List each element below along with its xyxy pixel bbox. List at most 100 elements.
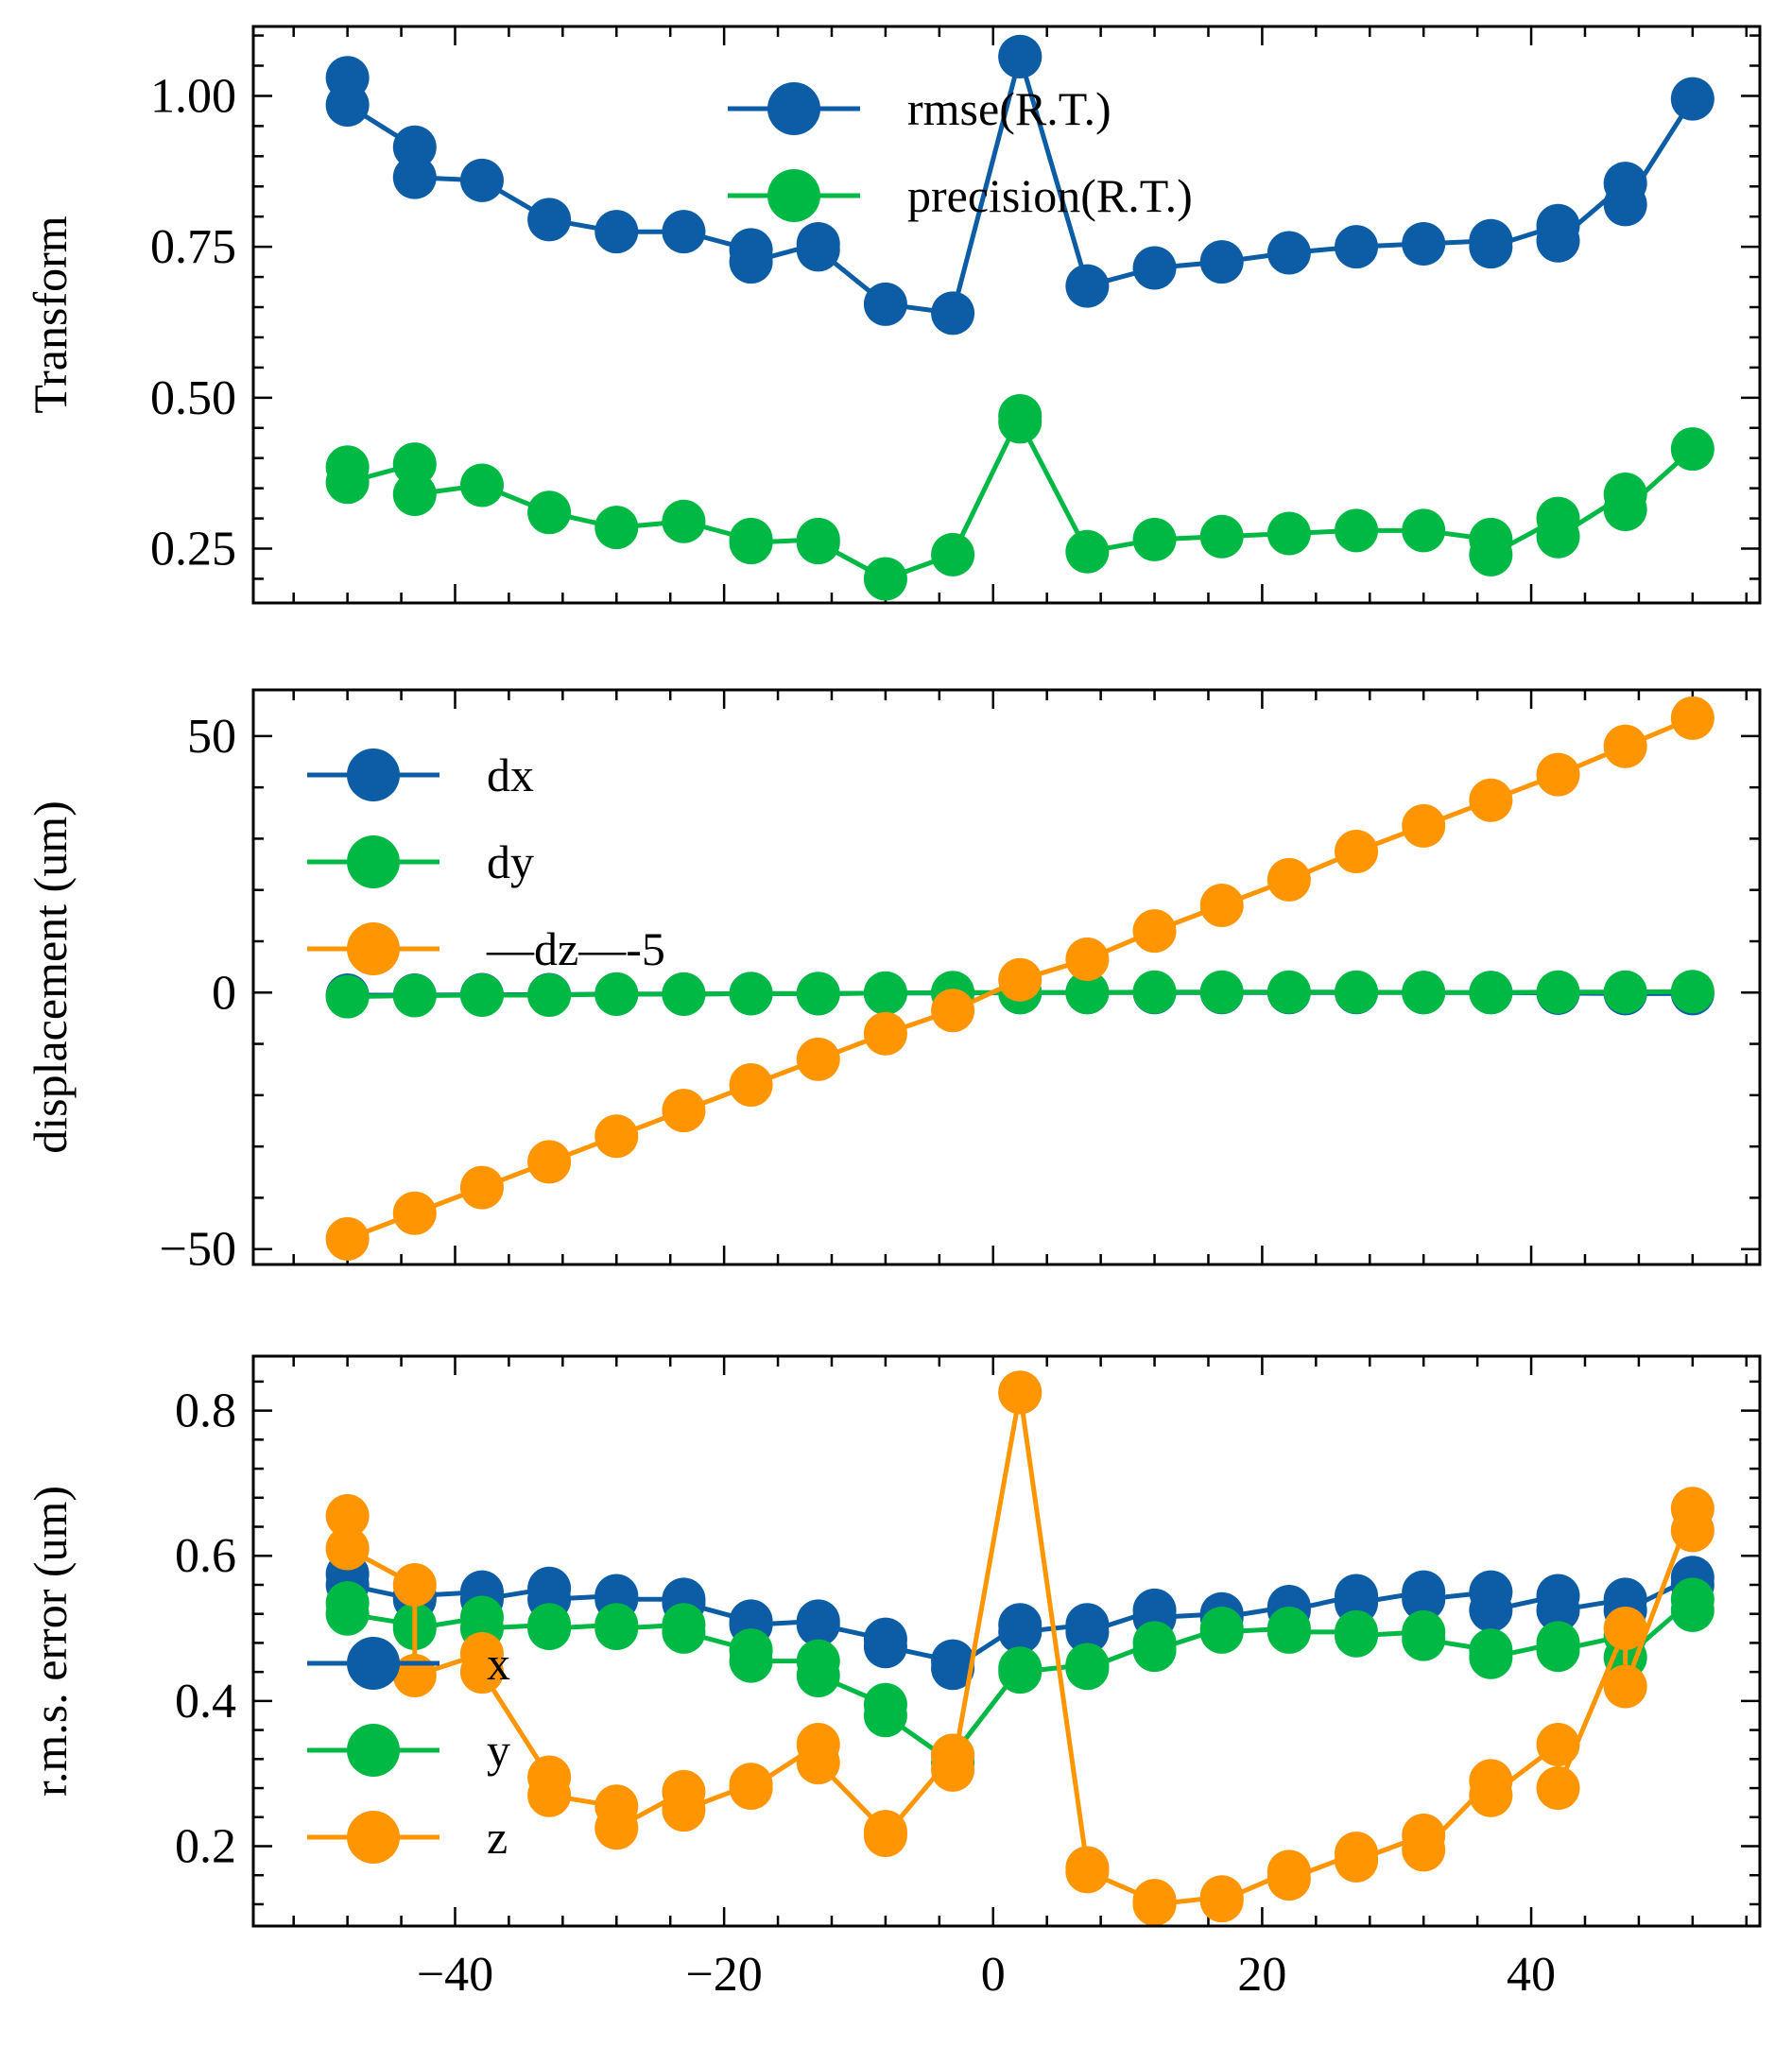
data-point [1132,1882,1177,1926]
legend-marker [347,922,400,975]
data-point [796,972,840,1016]
data-point [1065,1646,1110,1691]
legend: xyz [307,1637,510,1864]
data-point [863,1625,907,1669]
data-point [931,532,975,576]
data-point [1199,1879,1244,1923]
data-point [1536,514,1580,559]
y-axis-label: Transform [24,215,77,413]
legend: rmse(R.T.) precision(R.T.) [728,82,1193,222]
data-point [863,1011,907,1056]
data-point [459,1650,504,1694]
data-point [1670,970,1714,1014]
data-point [1603,182,1647,227]
data-point [325,974,370,1019]
data-point [594,972,639,1016]
series-rmse(R.T.) [325,34,1714,335]
data-point [1065,1609,1110,1654]
data-point [1065,937,1110,981]
data-point [1603,970,1647,1014]
y-tick-label: 0.4 [175,1675,236,1729]
data-point [1335,508,1379,553]
data-point [1469,225,1513,269]
y-tick-label: 0.2 [175,1820,236,1874]
data-point [1132,970,1177,1014]
legend-marker [347,1811,400,1864]
data-point [662,1788,706,1832]
series-y [325,1577,1714,1785]
legend-label: y [487,1724,510,1777]
data-point [459,1165,504,1210]
data-point [1199,1609,1244,1654]
data-point [1266,857,1311,902]
data-point [1335,1613,1379,1658]
data-point [594,506,639,550]
series-—dz—-5 [325,696,1714,1261]
y-tick-label: 0.75 [150,220,236,274]
data-point [1402,221,1446,266]
data-point [527,490,572,535]
legend-label: x [487,1637,510,1690]
legend-marker [347,748,400,801]
data-point [1536,1722,1580,1766]
data-point [325,1526,370,1571]
legend-label: rmse(R.T.) [907,82,1111,135]
legend-label: dx [487,748,534,801]
legend-marker [347,835,400,888]
series-z [325,1370,1714,1926]
plot-frame [251,25,1762,605]
data-point [998,1609,1042,1654]
data-point [1536,1588,1580,1632]
legend-label: dy [487,835,534,888]
data-point [392,442,437,487]
data-point [998,34,1042,78]
data-point [1132,246,1177,290]
data-point [1402,1617,1446,1661]
data-point [729,521,773,565]
x-tick-label: −20 [685,1948,762,2002]
data-point [594,1607,639,1651]
data-point [1402,971,1446,1015]
data-point [796,228,840,272]
data-point [325,1493,370,1538]
data-point [392,973,437,1018]
data-point [662,499,706,543]
data-point [459,463,504,507]
data-point [931,291,975,335]
data-point [863,282,907,326]
data-point [1335,830,1379,873]
y-tick-label: 1.00 [150,69,236,123]
data-point [796,1653,840,1697]
legend: dx dy —dz—-5 [307,748,665,975]
y-tick-label: −50 [160,1223,236,1277]
data-point [1536,218,1580,263]
data-point [729,972,773,1016]
data-point [1603,487,1647,531]
legend-marker [347,1637,400,1690]
data-point [863,557,907,601]
data-point [1402,508,1446,553]
x-tick-label: −40 [417,1948,493,2002]
series-dy [325,970,1714,1019]
series-precision(R.T.) [325,393,1714,601]
data-point [1469,778,1513,822]
transform-panel: 0.25 0.50 0.75 1.00 Transform rmse(R.T.) preci… [24,25,1762,605]
data-point [1266,511,1311,556]
data-point [392,473,437,517]
y-axis-label: displacement (um) [24,800,77,1154]
data-point [325,1591,370,1636]
y-tick-label: 0.25 [150,523,236,576]
data-point [796,521,840,565]
data-point [931,1646,975,1691]
data-point [729,1063,773,1107]
data-point [796,1741,840,1785]
x-tick-label: 20 [1237,1948,1286,2002]
y-tick-label: 0 [212,966,236,1020]
x-tick-label: 0 [981,1948,1006,2002]
axis-ticks [253,1356,1760,1926]
data-point [527,973,572,1017]
legend-label: —dz—-5 [486,922,665,975]
data-point [1402,803,1446,848]
data-point [1670,1508,1714,1553]
data-point [863,1694,907,1738]
